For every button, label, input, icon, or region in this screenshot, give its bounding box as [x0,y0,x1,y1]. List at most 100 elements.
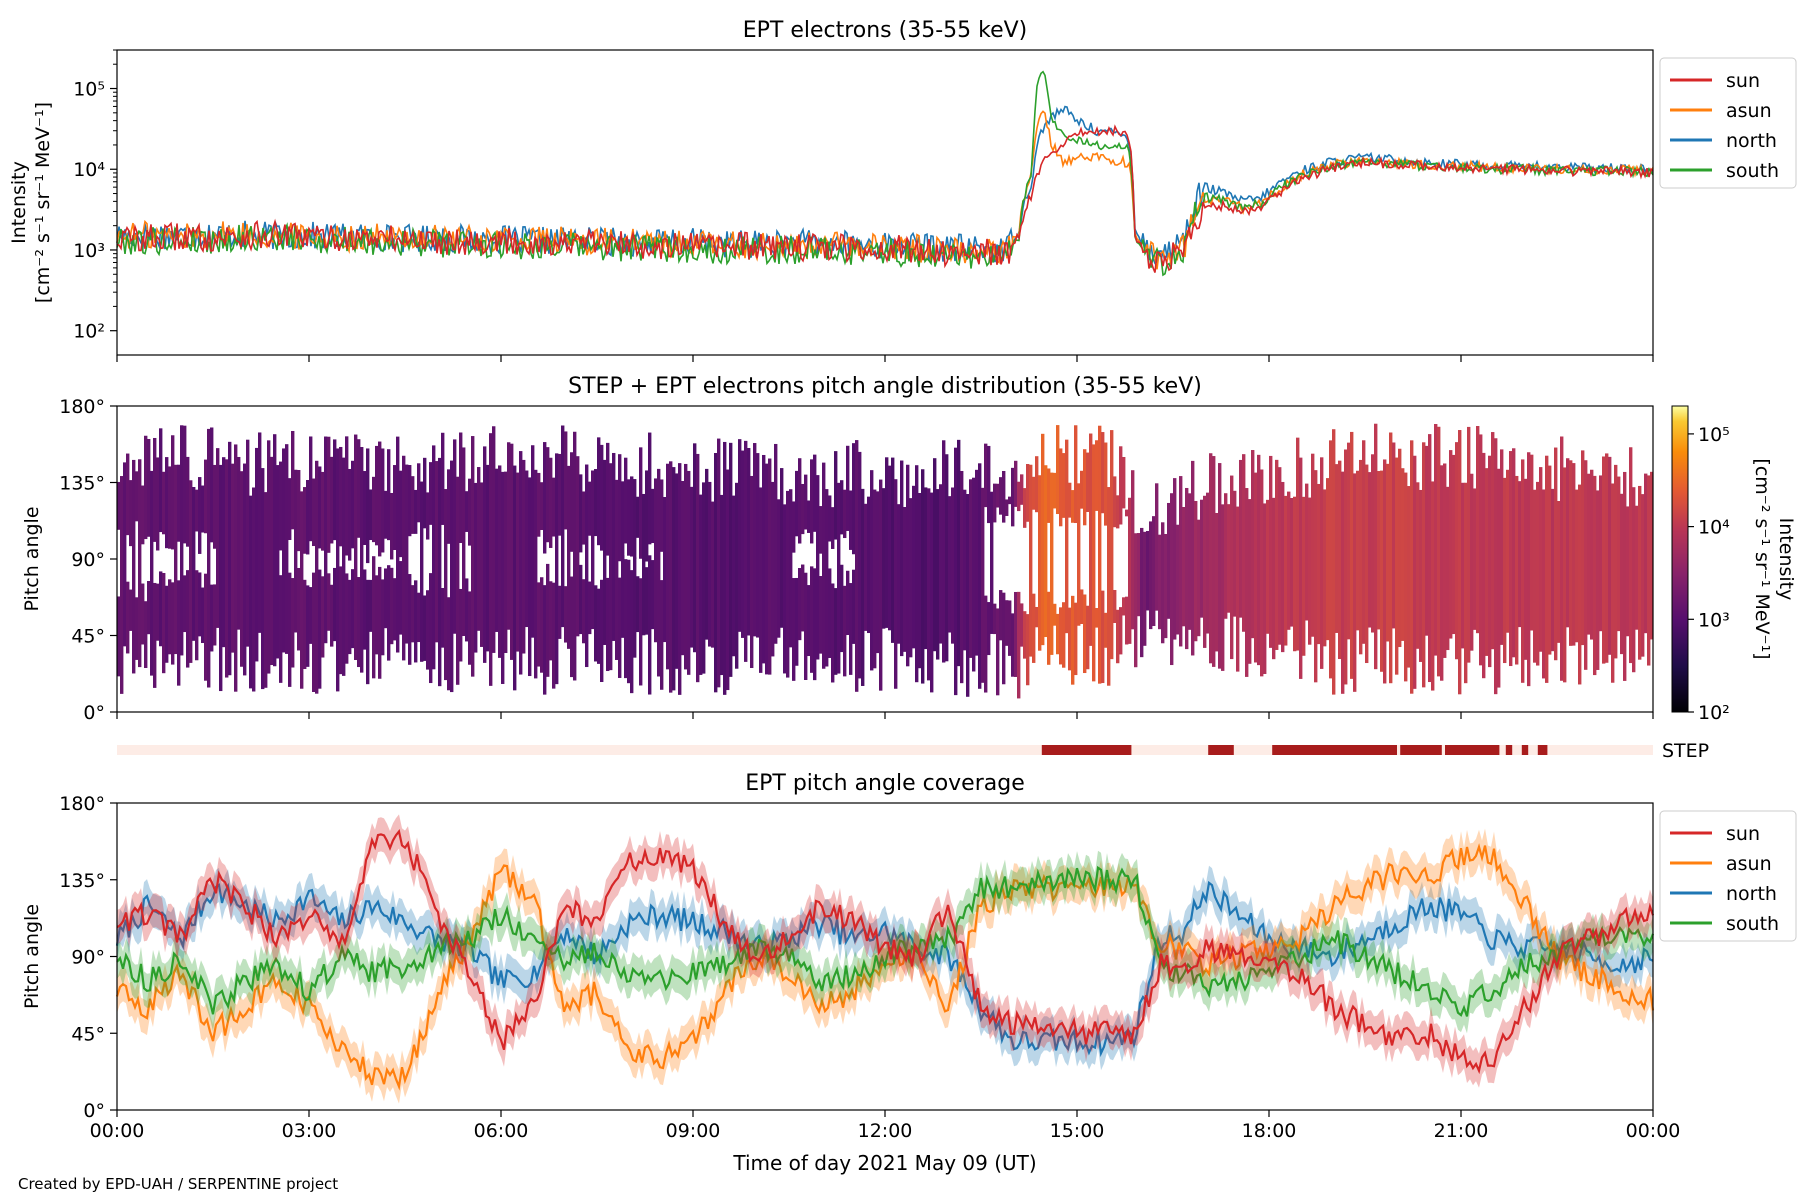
heatmap-cell [558,453,562,536]
heatmap-cell [807,500,811,533]
heatmap-cell [1140,527,1144,658]
heatmap-cell [384,490,388,539]
legend-label-south: south [1726,160,1779,182]
heatmap-cell [552,477,556,537]
heatmap-cell [1224,493,1228,619]
heatmap-cell [645,567,649,635]
heatmap-cell [1293,496,1297,652]
heatmap-cell [1059,448,1063,527]
heatmap-cell [345,573,349,664]
heatmap-cell [993,483,997,523]
heatmap-cell [510,443,514,660]
heatmap-cell [1203,495,1207,648]
heatmap-cell [657,468,661,677]
heatmap-cell [1347,442,1351,640]
heatmap-cell [480,482,484,647]
heatmap-cell [1104,442,1108,526]
heatmap-cell [297,470,301,552]
heatmap-cell [1221,504,1225,671]
heatmap-cell [585,464,589,668]
heatmap-cell [1269,455,1273,648]
heatmap-cell [741,450,745,638]
heatmap-cell [459,432,463,544]
heatmap-cell [1530,454,1534,631]
heatmap-cell [627,559,631,684]
heatmap-cell [621,555,625,638]
heatmap-cell [417,463,421,523]
heatmap-cell [1179,476,1183,647]
heatmap-cell [552,582,556,689]
heatmap-cell [285,444,289,654]
heatmap-cell [942,440,946,663]
heatmap-cell [1398,448,1402,648]
heatmap-cell [807,585,811,657]
heatmap-cell [441,587,445,648]
heatmap-cell [1401,468,1405,641]
legend-label-sun: sun [1726,70,1760,92]
heatmap-cell [267,440,271,674]
heatmap-cell [414,489,418,534]
heatmap-cell [1275,459,1279,650]
heatmap-cell [309,587,313,644]
x-tick-label: 06:00 [474,1120,529,1142]
heatmap-cell [825,489,829,667]
heatmap-cell [549,457,553,548]
heatmap-cell [360,447,364,673]
heatmap-cell [309,436,313,542]
heatmap-cell [483,446,487,663]
heatmap-cell [282,448,286,653]
heatmap-cell [201,587,205,644]
pitch-angle-coverage-panel: 0° 45° 90° 135° 180° 00:00 03:00 06:00 09:00 12:0… [21,771,1797,1175]
heatmap-cell [606,577,610,672]
heatmap-cell [804,572,808,680]
heatmap-cell [249,495,253,689]
heatmap-cell [447,597,451,691]
heatmap-cell [378,441,382,557]
heatmap-cell [516,472,520,652]
legend-label-north: north [1726,883,1777,905]
heatmap-cell [186,456,190,547]
heatmap-cell [1338,460,1342,660]
heatmap-cell [1407,486,1411,668]
heatmap-cell [1569,460,1573,646]
y-tick-label: 10² [73,321,105,343]
heatmap-cell [270,456,274,666]
heatmap-cell [1494,438,1498,695]
heatmap-cell [1566,458,1570,628]
heatmap-cell [333,567,337,642]
y-tick-label: 0° [83,702,105,724]
heatmap-cell [747,448,751,636]
colorbar-label-line: Intensity [1775,518,1797,601]
heatmap-cell [1506,469,1510,633]
heatmap-cell [555,453,559,685]
heatmap-cell [1251,450,1255,639]
heatmap-cell [1056,613,1060,655]
heatmap-cell [1554,447,1558,661]
panel-title: EPT pitch angle coverage [745,771,1025,796]
heatmap-cell [1173,478,1177,640]
heatmap-cell [156,457,160,551]
heatmap-cell [666,463,670,670]
heatmap-cell [1074,602,1078,676]
heatmap-cell [1008,600,1012,656]
legend-label-sun: sun [1726,823,1760,845]
heatmap-cell [900,460,904,657]
colorbar-tick-label: 10³ [1698,609,1730,631]
x-tick-label: 00:00 [1626,1120,1681,1142]
heatmap-cell [456,476,460,685]
heatmap-cell [279,575,283,683]
heatmap-cell [801,483,805,535]
colorbar-label-line: [cm⁻² s⁻¹ sr⁻¹ MeV⁻¹] [1751,458,1773,659]
colorbar-label: Intensity[cm⁻² s⁻¹ sr⁻¹ MeV⁻¹] [1751,458,1797,659]
heatmap-cell [810,566,814,673]
legend-label-asun: asun [1726,100,1772,122]
heatmap-cell [963,489,967,651]
heatmap-cell [855,440,859,692]
heatmap-cell [1119,446,1123,525]
heatmap-cell [1581,450,1585,646]
heatmap-cell [369,489,373,541]
heatmap-cell [1635,505,1639,630]
heatmap-cell [684,463,688,670]
heatmap-cell [339,446,343,547]
heatmap-cell [696,453,700,683]
